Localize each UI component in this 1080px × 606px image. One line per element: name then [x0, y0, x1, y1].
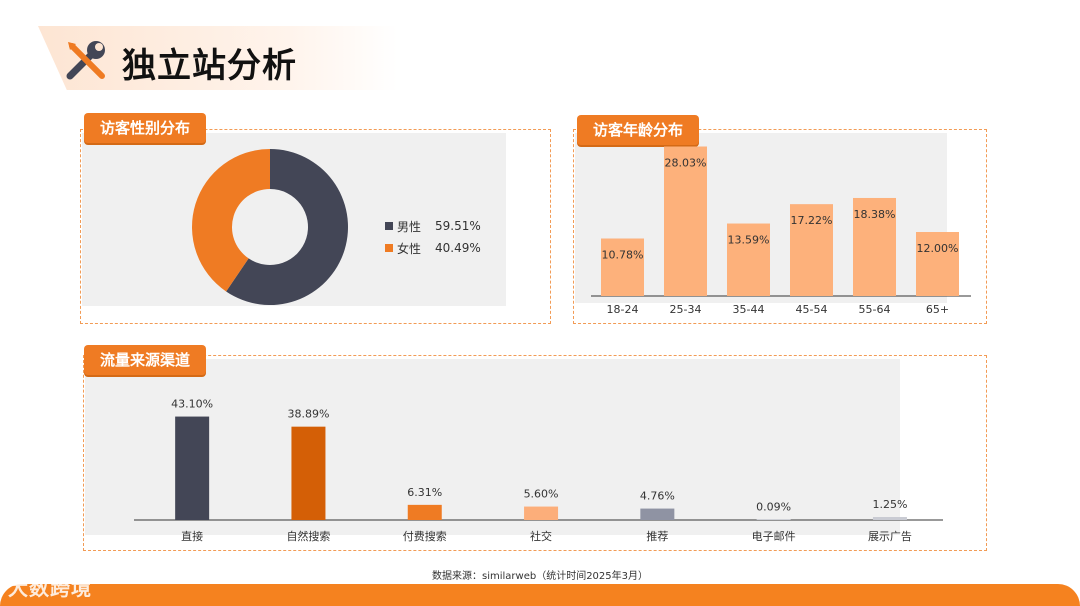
traffic-bar-2: [407, 504, 442, 520]
traffic-bar-label: 4.76%: [640, 490, 675, 503]
legend-label-female: 女性: [397, 241, 422, 256]
traffic-tick-label: 自然搜索: [286, 529, 330, 543]
age-tick-label: 18-24: [607, 303, 639, 316]
age-tick-label: 25-34: [670, 303, 702, 316]
donut-slice-female: [192, 149, 270, 292]
traffic-bar-label: 43.10%: [171, 398, 213, 411]
brand-logo: 大数跨境: [8, 576, 92, 600]
legend-swatch-female: [385, 244, 393, 252]
traffic-tick-label: 社交: [530, 529, 552, 543]
traffic-bar-6: [872, 517, 907, 520]
traffic-tick-label: 直接: [181, 529, 203, 543]
age-bar-35-44: [727, 223, 770, 296]
traffic-bar-label: 0.09%: [756, 501, 791, 514]
age-bar-label: 17.22%: [791, 214, 833, 227]
traffic-tick-label: 付费搜索: [403, 529, 447, 543]
age-bar-65+: [916, 232, 959, 296]
traffic-bar-5: [756, 519, 791, 520]
donut-slice-male: [226, 149, 348, 305]
age-bar-45-54: [790, 204, 833, 296]
traffic-bar-0: [175, 416, 210, 520]
age-bar-18-24: [601, 238, 644, 296]
bottom-bar: [0, 584, 1080, 606]
gender-donut-chart: [192, 149, 348, 305]
traffic-bar-chart: 43.10% 直接 38.89% 自然搜索 6.31% 付费搜索 5.60% 社交 4.76% 推…: [134, 398, 943, 543]
age-bar-55-64: [853, 197, 896, 296]
traffic-bar-label: 1.25%: [872, 498, 907, 511]
traffic-panel-background: [85, 359, 900, 535]
traffic-bar-label: 5.60%: [524, 488, 559, 501]
age-bar-label: 13.59%: [728, 234, 770, 247]
traffic-tick-label: 推荐: [646, 529, 668, 543]
data-source-note: 数据来源：similarweb（统计时间2025年3月）: [431, 571, 648, 582]
age-bar-label: 18.38%: [854, 208, 896, 221]
age-tick-label: 55-64: [859, 303, 891, 316]
legend-item-male: 男性 59.51%: [385, 215, 481, 237]
traffic-bar-3: [524, 506, 559, 520]
age-panel: [573, 129, 987, 324]
age-bar-label: 12.00%: [917, 242, 959, 255]
traffic-bar-1: [291, 426, 326, 520]
page-title: 独立站分析: [122, 46, 297, 86]
traffic-bar-4: [640, 508, 675, 520]
traffic-panel-title: 流量来源渠道: [84, 345, 207, 375]
legend-value-male: 59.51%: [435, 219, 481, 233]
traffic-tick-label: 电子邮件: [752, 530, 796, 543]
traffic-panel: [83, 355, 987, 551]
age-bar-label: 10.78%: [602, 249, 644, 262]
traffic-tick-label: 展示广告: [868, 530, 912, 543]
legend-label-male: 男性: [397, 219, 422, 234]
age-tick-label: 65+: [926, 303, 949, 316]
legend-value-female: 40.49%: [435, 241, 481, 255]
gender-legend: 男性 59.51% 女性 40.49%: [385, 215, 481, 259]
legend-item-female: 女性 40.49%: [385, 237, 481, 259]
legend-swatch-male: [385, 222, 393, 230]
age-panel-title: 访客年龄分布: [577, 115, 700, 145]
age-tick-label: 35-44: [733, 303, 765, 316]
age-tick-label: 45-54: [796, 303, 828, 316]
traffic-bar-label: 6.31%: [407, 486, 442, 499]
age-bar-chart: 10.78% 18-24 28.03% 25-34 13.59% 35-44 17.22% 4…: [591, 146, 971, 316]
age-bar-label: 28.03%: [665, 157, 707, 170]
traffic-bar-label: 38.89%: [287, 408, 329, 421]
age-bar-25-34: [664, 146, 707, 296]
gender-panel: [80, 129, 551, 324]
gender-panel-title: 访客性别分布: [84, 113, 207, 143]
tools-icon: [66, 41, 105, 80]
